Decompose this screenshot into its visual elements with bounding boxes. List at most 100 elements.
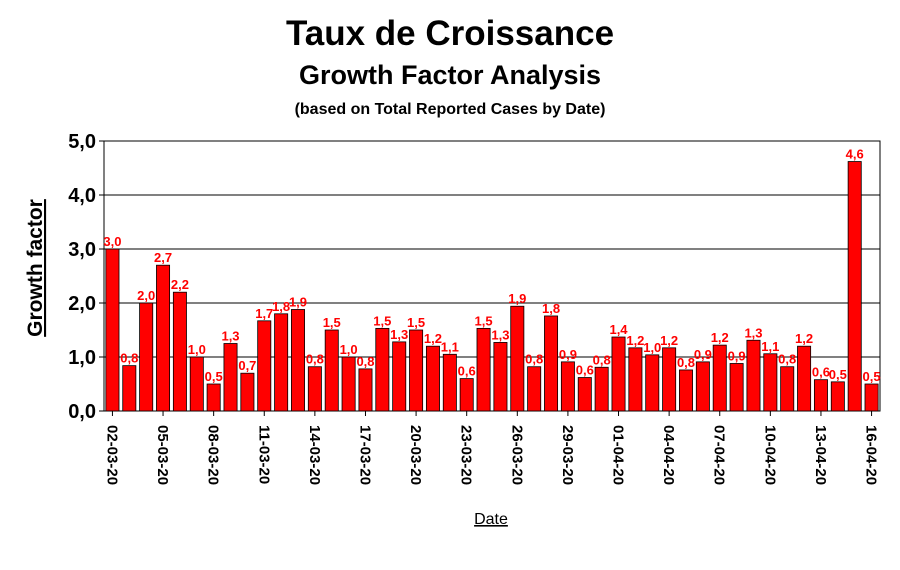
x-tick-label: 29-03-20: [559, 425, 576, 485]
x-tick-label: 20-03-20: [407, 425, 424, 485]
bar: [611, 336, 626, 412]
bar: [577, 377, 592, 412]
bar: [409, 329, 424, 412]
bar: [223, 343, 238, 412]
data-label: 0,9: [728, 348, 746, 363]
bar: [628, 347, 643, 412]
data-label: 1,8: [272, 299, 290, 314]
y-tick-label: 4,0: [68, 185, 96, 207]
x-tick-label: 16-04-20: [863, 425, 880, 485]
bar: [780, 366, 795, 412]
bar: [864, 383, 879, 412]
data-label: 0,8: [677, 355, 695, 370]
y-tick-label: 1,0: [68, 347, 96, 369]
bar: [560, 361, 575, 412]
chart-title: Taux de Croissance: [285, 14, 615, 53]
bar: [341, 356, 356, 412]
data-label: 2,0: [137, 288, 155, 303]
data-label: 1,5: [475, 313, 493, 328]
data-label: 0,8: [120, 351, 138, 366]
bar: [324, 329, 339, 412]
bar: [695, 361, 710, 412]
bar: [679, 369, 693, 412]
x-tick-label: 02-03-20: [103, 425, 120, 485]
x-tick-label: 07-04-20: [711, 425, 728, 485]
y-axis-label: Growth factor: [24, 199, 47, 337]
bar: [156, 264, 171, 412]
bar: [172, 291, 187, 412]
bar: [476, 327, 491, 412]
x-tick-label: 05-03-20: [154, 425, 171, 485]
data-label: 0,8: [525, 352, 543, 367]
data-label: 2,2: [171, 277, 189, 292]
y-tick-label: 0,0: [68, 401, 96, 423]
data-label: 0,9: [694, 347, 712, 362]
data-label: 1,1: [441, 339, 459, 354]
bar: [594, 366, 609, 412]
data-label: 0,5: [205, 369, 223, 384]
data-label: 1,2: [626, 333, 644, 348]
data-label: 0,6: [458, 364, 476, 379]
bar: [712, 344, 727, 412]
chart-note: (based on Total Reported Cases by Date): [294, 101, 606, 118]
data-label: 1,2: [660, 333, 678, 348]
data-label: 1,3: [221, 329, 239, 344]
data-label: 1,3: [744, 325, 762, 340]
bar: [847, 161, 862, 412]
data-label: 0,8: [356, 354, 374, 369]
y-tick-label: 5,0: [68, 131, 96, 153]
bar: [274, 313, 289, 412]
data-label: 1,0: [340, 342, 358, 357]
data-label: 2,7: [154, 250, 172, 265]
x-tick-label: 08-03-20: [205, 425, 222, 485]
data-label: 0,7: [238, 358, 256, 373]
data-label: 0,6: [576, 363, 594, 378]
bar: [375, 327, 390, 412]
data-label: 1,2: [424, 331, 442, 346]
x-tick-label: 17-03-20: [356, 425, 373, 485]
data-label: 3,0: [103, 234, 121, 249]
bar: [813, 379, 828, 412]
bar: [206, 383, 221, 412]
bar: [105, 248, 120, 412]
data-label: 0,8: [778, 352, 796, 367]
bar: [544, 315, 559, 412]
data-label: 0,9: [559, 347, 577, 362]
x-tick-label: 01-04-20: [610, 425, 627, 485]
bar: [442, 353, 457, 412]
data-label: 1,5: [373, 313, 391, 328]
x-tick-label: 13-04-20: [812, 425, 829, 485]
bar: [527, 366, 542, 412]
chart-subtitle: Growth Factor Analysis: [298, 60, 602, 90]
bar: [746, 339, 761, 412]
bar: [257, 320, 272, 412]
data-label: 1,0: [188, 342, 206, 357]
data-label: 1,2: [711, 330, 729, 345]
bar: [291, 309, 305, 412]
data-label: 1,3: [491, 327, 509, 342]
data-label: 0,5: [829, 367, 847, 382]
bar: [830, 381, 845, 412]
y-tick-label: 3,0: [68, 239, 96, 261]
data-label: 1,1: [761, 339, 779, 354]
bar: [493, 342, 508, 412]
bar: [510, 305, 525, 412]
bar: [307, 366, 322, 412]
data-label: 4,6: [846, 147, 864, 162]
x-tick-label: 10-04-20: [761, 425, 778, 485]
data-label: 1,7: [255, 306, 273, 321]
bar: [763, 353, 778, 412]
axes: 0,0 1,0 2,0 3,0 4,0 5,0 02-03-20 05-03-20 08-03-…: [68, 131, 879, 485]
x-axis-label: Date: [474, 511, 508, 528]
bar: [645, 354, 660, 412]
data-label: 1,4: [609, 322, 628, 337]
y-tick-label: 2,0: [68, 293, 96, 315]
data-label: 1,9: [508, 291, 526, 306]
x-tick-label: 26-03-20: [508, 425, 525, 485]
x-tick-label: 04-04-20: [660, 425, 677, 485]
bar: [459, 378, 474, 412]
data-label: 0,5: [863, 369, 881, 384]
data-labels: 3,00,82,02,72,21,00,51,30,71,71,81,90,81…: [103, 147, 880, 384]
bar: [189, 356, 204, 412]
